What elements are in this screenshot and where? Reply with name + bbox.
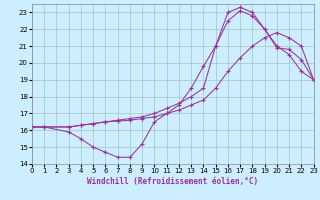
X-axis label: Windchill (Refroidissement éolien,°C): Windchill (Refroidissement éolien,°C) bbox=[87, 177, 258, 186]
